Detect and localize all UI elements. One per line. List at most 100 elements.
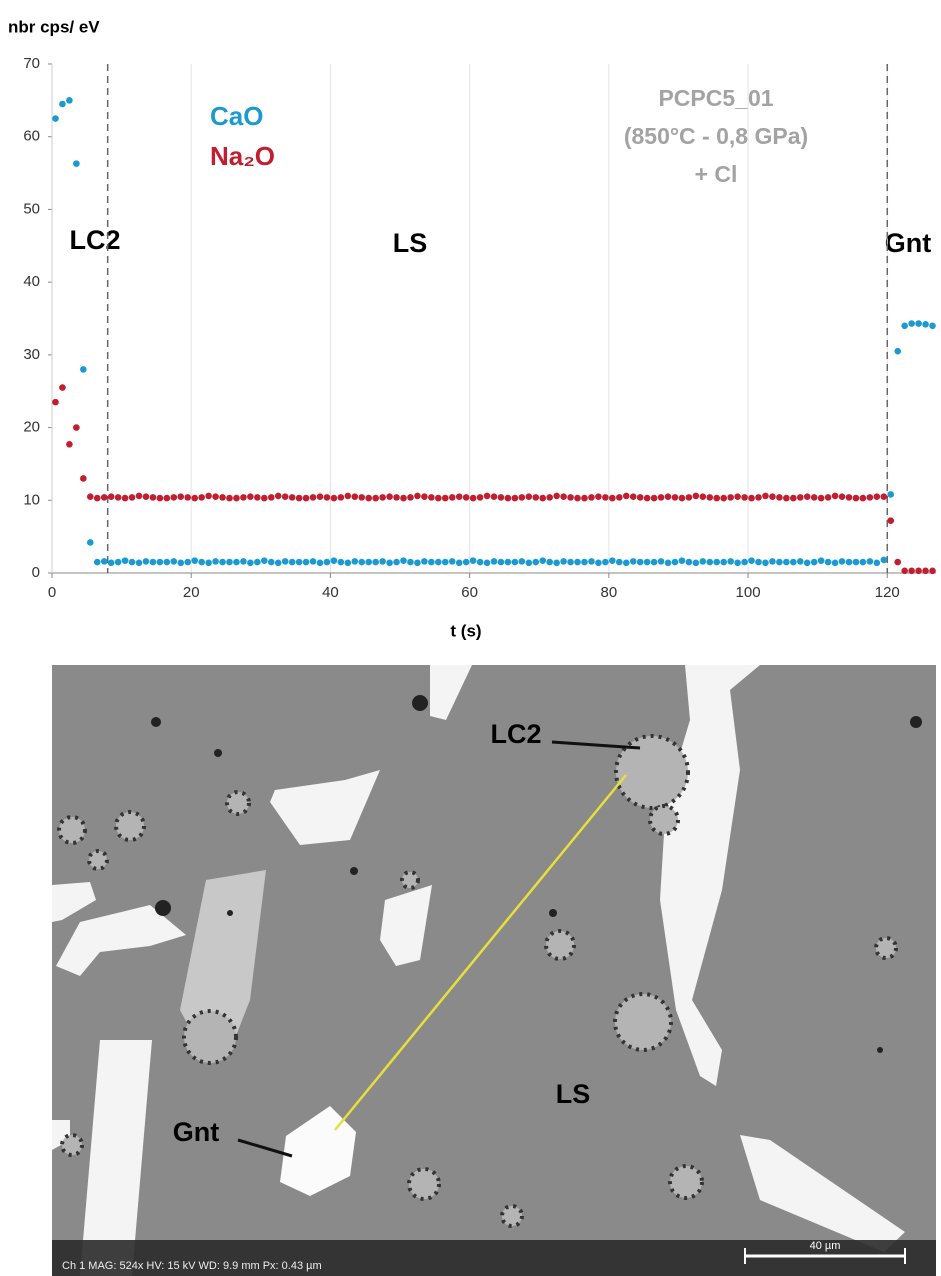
data-point — [880, 493, 888, 500]
data-point — [901, 567, 908, 575]
data-point — [567, 558, 574, 566]
data-point — [615, 494, 623, 501]
data-point — [525, 559, 533, 567]
data-point — [602, 558, 609, 566]
data-point — [762, 492, 769, 500]
data-point — [546, 558, 553, 566]
data-point — [574, 494, 581, 502]
data-point — [59, 100, 66, 108]
data-point — [595, 559, 602, 567]
data-point — [518, 494, 526, 501]
data-point — [796, 558, 804, 565]
data-point — [643, 494, 651, 502]
data-point — [636, 558, 644, 566]
sample-text: (850°C - 0,8 GPa) — [624, 123, 808, 149]
data-point — [407, 494, 414, 501]
data-point — [609, 557, 616, 564]
data-point — [351, 558, 359, 565]
data-point — [379, 558, 386, 565]
data-point — [288, 558, 296, 566]
data-point — [769, 493, 776, 500]
data-point — [316, 493, 324, 500]
data-point — [692, 492, 700, 500]
data-point — [191, 557, 198, 564]
x-tick-label: 0 — [48, 584, 56, 601]
data-point — [831, 559, 839, 567]
data-point — [247, 493, 254, 500]
data-point — [358, 494, 366, 501]
data-point — [887, 517, 895, 524]
data-point — [469, 557, 477, 564]
y-tick-label: 70 — [23, 55, 40, 72]
image-info: Ch 1 MAG: 524x HV: 15 kV WD: 9.9 mm Px: … — [62, 1260, 322, 1272]
data-point — [170, 558, 178, 565]
data-point — [734, 559, 741, 567]
y-tick-label: 20 — [23, 419, 40, 436]
sem-image: LC2 Gnt LS Ch 1 MAG: 524x HV: 15 kV WD: … — [52, 665, 936, 1276]
data-point — [483, 492, 491, 500]
data-point — [671, 558, 679, 566]
data-point — [421, 493, 428, 500]
data-point — [810, 494, 818, 501]
data-point — [462, 494, 470, 501]
data-point — [643, 558, 651, 566]
data-point — [504, 558, 512, 566]
data-point — [706, 494, 714, 501]
data-point — [73, 160, 80, 167]
data-point — [372, 558, 379, 566]
data-point — [309, 558, 317, 565]
data-point — [602, 494, 609, 501]
data-point — [448, 558, 456, 565]
data-point — [469, 494, 477, 502]
sample-text: + Cl — [695, 161, 738, 187]
data-point — [713, 494, 721, 502]
x-tick-label: 20 — [183, 584, 200, 601]
data-point — [483, 559, 491, 567]
data-point — [66, 97, 73, 104]
data-point — [553, 559, 560, 567]
data-point — [407, 558, 414, 566]
data-point — [894, 347, 902, 355]
y-tick-label: 50 — [23, 200, 40, 217]
data-point — [260, 557, 268, 564]
data-point — [86, 539, 94, 546]
data-point — [650, 558, 658, 566]
data-point — [490, 493, 498, 500]
data-point — [372, 494, 379, 502]
data-point — [455, 493, 463, 500]
data-point — [636, 494, 644, 501]
y-tick-label: 0 — [32, 564, 40, 581]
data-point — [859, 494, 867, 502]
data-point — [699, 493, 707, 500]
data-point — [163, 494, 171, 502]
data-point — [414, 492, 421, 500]
data-point — [295, 494, 303, 502]
data-point — [588, 558, 595, 565]
x-axis-label: t (s) — [450, 621, 481, 640]
data-point — [803, 493, 811, 500]
region-label: LS — [393, 228, 428, 258]
data-point — [685, 494, 693, 501]
data-point — [713, 558, 721, 566]
region-label: Gnt — [885, 228, 932, 258]
data-point — [435, 494, 442, 502]
data-point — [581, 494, 588, 502]
data-point — [100, 558, 108, 565]
data-point — [609, 494, 616, 502]
data-point — [908, 567, 915, 575]
data-point — [191, 494, 198, 502]
data-point — [866, 558, 874, 565]
scale-bar-label: 40 µm — [810, 1240, 841, 1252]
data-point — [316, 559, 324, 567]
data-point — [156, 558, 164, 566]
data-point — [156, 494, 164, 502]
y-tick-label: 40 — [23, 273, 40, 290]
crystal — [180, 870, 266, 1046]
data-point — [629, 493, 637, 500]
data-point — [267, 558, 275, 566]
data-point — [922, 567, 929, 575]
data-point — [769, 558, 776, 565]
data-point — [240, 558, 247, 565]
data-point — [817, 494, 825, 502]
